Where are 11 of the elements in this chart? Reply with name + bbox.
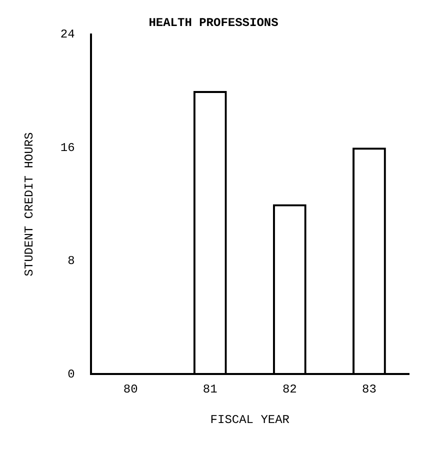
x-axis-title: FISCAL YEAR [210,412,290,427]
x-tick-label: 80 [123,382,138,397]
chart-title: HEALTH PROFESSIONS [148,16,278,30]
y-tick-label: 8 [68,254,75,268]
x-tick-label: 81 [202,382,218,397]
y-axis-title: STUDENT CREDIT HOURS [22,132,36,276]
y-tick-label: 16 [60,140,75,155]
x-tick-label: 82 [282,382,297,397]
y-tick-label: 24 [60,28,75,42]
x-tick-label: 83 [362,382,376,397]
y-tick-label: 0 [68,367,75,382]
